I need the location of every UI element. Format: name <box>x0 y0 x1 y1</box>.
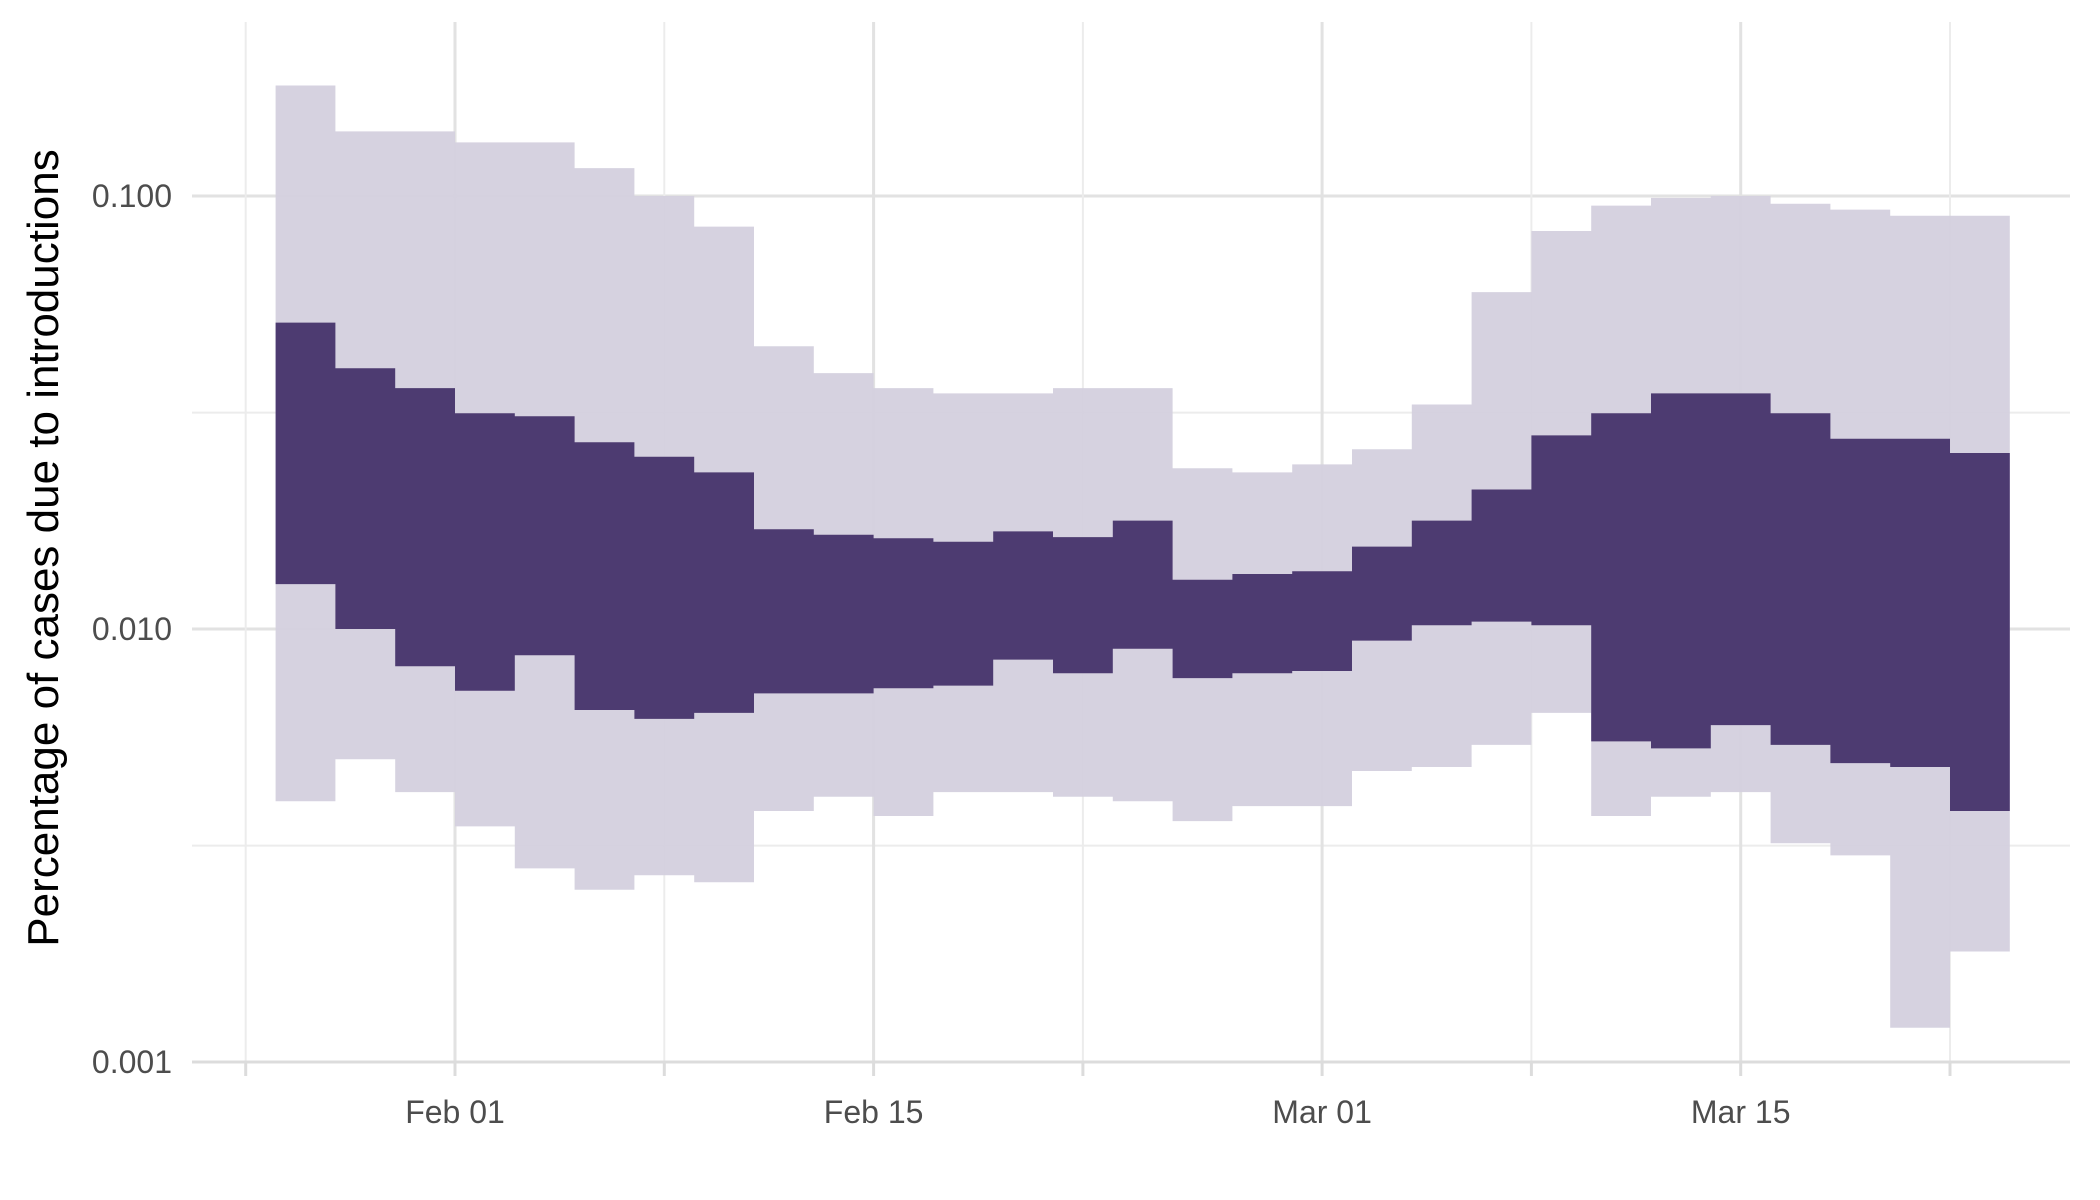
x-tick-label: Mar 15 <box>1691 1094 1791 1130</box>
y-tick-label: 0.001 <box>92 1044 172 1080</box>
x-tick-label: Feb 01 <box>405 1094 505 1130</box>
y-tick-label: 0.100 <box>92 178 172 214</box>
y-axis-title: Percentage of cases due to introductions <box>19 149 68 946</box>
x-tick-labels: Feb 01 Feb 15 Mar 01 Mar 15 <box>405 1094 1790 1130</box>
y-tick-label: 0.010 <box>92 611 172 647</box>
y-tick-labels: 0.100 0.010 0.001 <box>92 178 172 1080</box>
inner-interval-area <box>275 322 2010 811</box>
x-tick-label: Feb 15 <box>824 1094 924 1130</box>
inner-interval-band <box>275 322 2010 811</box>
x-tick-label: Mar 01 <box>1272 1094 1372 1130</box>
axes <box>192 1060 2070 1076</box>
